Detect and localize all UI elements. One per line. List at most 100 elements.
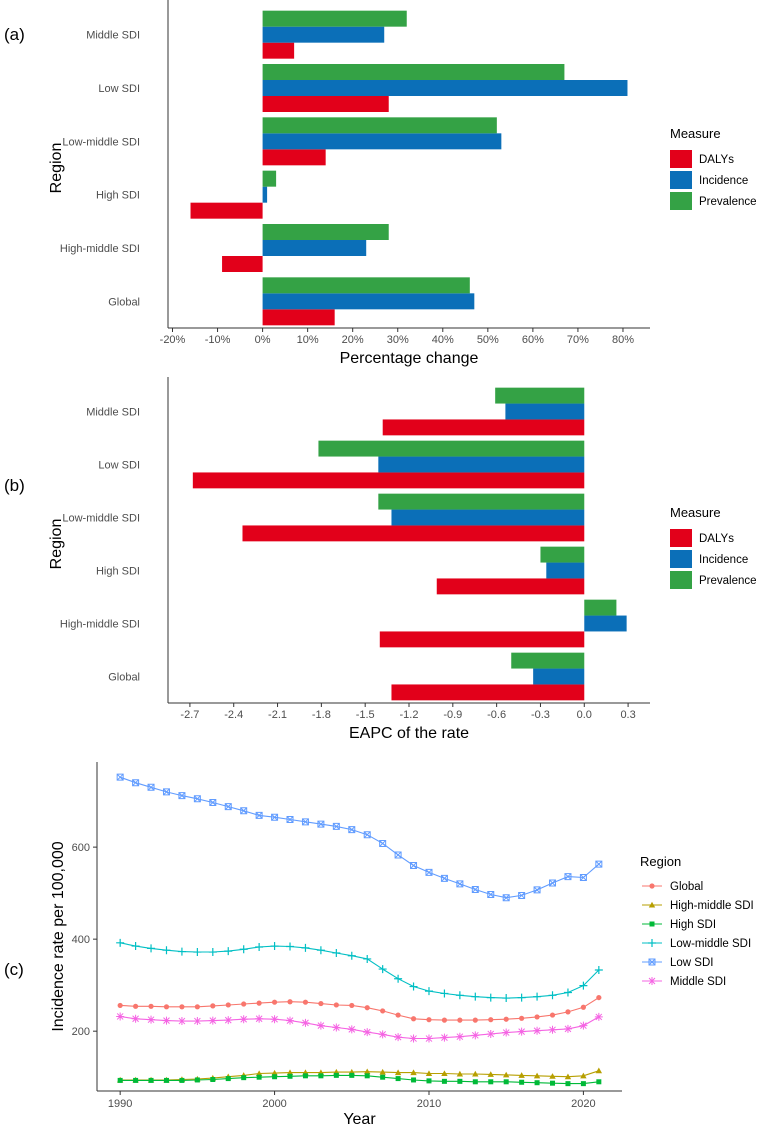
panel-c-point-middle-sdi: [378, 1030, 387, 1039]
panel-c-point-global: [519, 1015, 525, 1021]
panel-label-a: (a): [4, 25, 25, 44]
panel-c-legend-label: Low SDI: [670, 957, 713, 969]
panel-a-bar-incidence: [262, 80, 628, 96]
panel-c-point-low-sdi: [471, 885, 479, 893]
panel-c-point-low-middle-sdi: [255, 942, 264, 951]
panel-c-point-high-sdi: [503, 1079, 509, 1085]
panel-b-legend-title: Measure: [670, 505, 721, 520]
panel-c-point-global: [565, 1009, 571, 1015]
panel-a-bar-dalys: [262, 309, 335, 326]
panel-c-point-low-sdi: [271, 813, 279, 821]
panel-b-y-tick-label: Global: [108, 672, 140, 684]
panel-c-point-low-sdi: [518, 891, 526, 899]
panel-c-y-tick-label: 400: [72, 934, 90, 946]
panel-a-x-tick-label: 10%: [297, 334, 319, 346]
panel-a-bar-prevalence: [262, 224, 389, 240]
panel-a-bar-prevalence: [262, 170, 277, 187]
panel-b-bar-incidence: [546, 562, 585, 579]
panel-c-line-low-middle-sdi: [120, 942, 600, 999]
panel-c-point-low-middle-sdi: [316, 946, 325, 955]
panel-c-point-low-sdi: [363, 831, 371, 839]
panel-c-point-global: [148, 1003, 154, 1009]
panel-a-bar-dalys: [262, 96, 389, 112]
panel-c-point-high-sdi: [534, 1080, 540, 1086]
panel-c-point-high-middle-sdi: [472, 1070, 479, 1077]
panel-a-legend-swatch-prevalence: [670, 192, 692, 210]
panel-c-point-low-sdi: [116, 773, 124, 781]
panel-c-legend-label: High SDI: [670, 919, 716, 931]
panel-c-point-high-sdi: [426, 1078, 432, 1084]
panel-c-point-middle-sdi: [455, 1032, 464, 1041]
panel-b-bar-incidence: [505, 403, 585, 420]
panel-c-point-global: [380, 1008, 386, 1014]
panel-c-point-global: [364, 1005, 370, 1011]
panel-c-point-high-sdi: [272, 1074, 278, 1080]
panel-c-point-high-middle-sdi: [456, 1070, 464, 1077]
panel-c-point-low-middle-sdi: [378, 965, 387, 974]
panel-a-bar-incidence: [262, 293, 475, 310]
panel-c-point-middle-sdi: [502, 1028, 511, 1037]
panel-c-point-high-sdi: [287, 1073, 293, 1079]
panel-b-y-axis-title: Region: [48, 519, 65, 570]
panel-c-point-high-sdi: [550, 1080, 556, 1086]
panel-c-point-high-middle-sdi: [425, 1070, 433, 1077]
panel-c-point-high-sdi: [411, 1077, 417, 1083]
panel-c-point-low-sdi: [379, 839, 387, 847]
panel-c-point-low-middle-sdi: [332, 948, 341, 957]
panel-c-point-middle-sdi: [239, 1015, 248, 1024]
panel-c-point-low-sdi: [147, 783, 155, 791]
panel-c-point-high-middle-sdi: [255, 1070, 263, 1077]
panel-c-point-middle-sdi: [517, 1027, 526, 1036]
panel-c-point-low-sdi: [317, 820, 325, 828]
panel-label-b: (b): [4, 476, 25, 495]
panel-c-point-middle-sdi: [409, 1034, 418, 1043]
panel-a-y-tick-label: Middle SDI: [86, 30, 140, 42]
panel-c-point-middle-sdi: [332, 1023, 341, 1032]
panel-c-point-low-sdi: [255, 811, 263, 819]
panel-c-point-low-sdi: [348, 826, 356, 834]
panel-a-bar-prevalence: [262, 10, 407, 27]
panel-b-legend-label: DALYs: [699, 533, 734, 545]
panel-c-point-low-sdi: [456, 880, 464, 888]
panel-c-point-global: [410, 1016, 417, 1022]
panel-b-y-tick-label: Low SDI: [98, 460, 140, 472]
panel-c-point-high-sdi: [302, 1073, 308, 1079]
panel-c-point-middle-sdi: [533, 1026, 542, 1035]
panel-c-legend-marker-high-sdi: [649, 921, 655, 927]
panel-c-legend-marker-low-middle-sdi: [648, 939, 656, 947]
panel-c-x-axis-title: Year: [343, 1111, 376, 1128]
panel-b-bar-dalys: [192, 472, 585, 489]
panel-c-point-high-middle-sdi: [580, 1072, 587, 1079]
panel-c-point-high-sdi: [519, 1079, 525, 1085]
panel-a-x-tick-label: 30%: [387, 334, 409, 346]
panel-c-legend-marker-high-middle-sdi: [648, 901, 656, 908]
panel-b-x-tick-label: -1.2: [400, 709, 419, 721]
panel-c-point-low-middle-sdi: [563, 988, 572, 997]
panel-c-point-global: [349, 1002, 355, 1009]
panel-c-point-low-middle-sdi: [177, 947, 186, 956]
panel-c-point-high-middle-sdi: [410, 1069, 417, 1076]
panel-a-bar-incidence: [262, 186, 268, 203]
panel-a-x-tick-label: 80%: [612, 334, 634, 346]
panel-c-point-low-middle-sdi: [131, 942, 140, 951]
panel-c-point-high-sdi: [441, 1078, 447, 1084]
panel-c-point-low-sdi: [564, 873, 572, 881]
panel-c-point-low-middle-sdi: [208, 948, 217, 957]
panel-c-x-tick-label: 2000: [262, 1098, 286, 1110]
panel-c-point-global: [534, 1014, 540, 1020]
panel-c-point-middle-sdi: [471, 1031, 480, 1040]
panel-c-point-low-middle-sdi: [193, 948, 202, 957]
panel-c-point-high-sdi: [596, 1079, 602, 1085]
panel-c-point-middle-sdi: [594, 1012, 603, 1021]
panel-c-point-global: [179, 1004, 185, 1010]
panel-c-point-middle-sdi: [131, 1014, 140, 1023]
panel-c-point-global: [163, 1004, 170, 1010]
panel-c-point-global: [225, 1002, 231, 1008]
panel-c-point-middle-sdi: [548, 1025, 557, 1034]
panel-b-bar-dalys: [436, 578, 585, 595]
panel-b-x-tick-label: 0.0: [577, 709, 592, 721]
panel-a-y-tick-label: Low-middle SDI: [62, 136, 140, 148]
panel-c-point-low-sdi: [301, 818, 309, 826]
panel-a-x-tick-label: 60%: [522, 334, 544, 346]
